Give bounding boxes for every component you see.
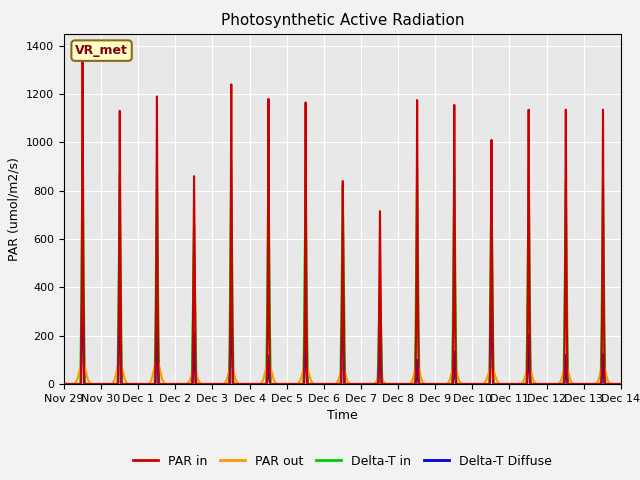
Title: Photosynthetic Active Radiation: Photosynthetic Active Radiation — [221, 13, 464, 28]
Text: VR_met: VR_met — [75, 44, 128, 57]
Y-axis label: PAR (umol/m2/s): PAR (umol/m2/s) — [8, 157, 20, 261]
Legend: PAR in, PAR out, Delta-T in, Delta-T Diffuse: PAR in, PAR out, Delta-T in, Delta-T Dif… — [129, 450, 556, 473]
X-axis label: Time: Time — [327, 409, 358, 422]
